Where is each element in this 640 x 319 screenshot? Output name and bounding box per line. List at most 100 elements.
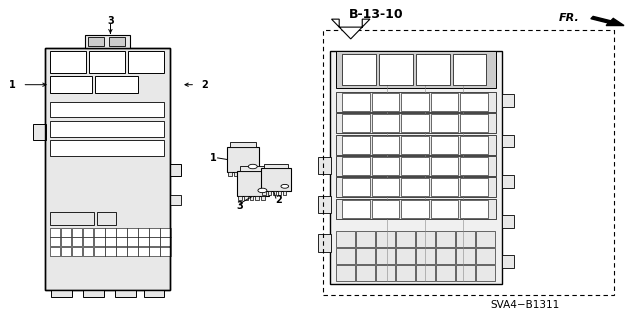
Bar <box>238 196 242 200</box>
Text: 3: 3 <box>237 201 243 211</box>
Bar <box>72 247 83 256</box>
Bar <box>342 93 370 111</box>
Bar <box>45 48 170 290</box>
Bar <box>431 157 458 175</box>
Bar <box>318 196 331 213</box>
Bar <box>342 178 370 197</box>
Bar <box>396 231 415 247</box>
Bar <box>336 51 496 88</box>
Bar <box>138 228 148 237</box>
Bar <box>72 228 83 237</box>
Bar <box>502 135 514 147</box>
Bar <box>380 54 413 85</box>
Bar <box>244 196 248 200</box>
Bar <box>396 248 415 264</box>
Bar <box>372 200 399 218</box>
Bar <box>144 290 164 297</box>
Bar <box>396 265 415 281</box>
Bar <box>372 136 399 154</box>
Bar <box>94 247 104 256</box>
Bar <box>94 228 104 237</box>
Bar <box>416 265 435 281</box>
Bar <box>336 135 496 155</box>
Bar <box>476 248 495 264</box>
Bar <box>431 114 458 132</box>
Bar <box>273 191 276 195</box>
Bar <box>401 178 429 197</box>
Bar <box>431 200 458 218</box>
Text: 1: 1 <box>210 153 216 163</box>
Bar <box>336 199 496 219</box>
Bar <box>436 248 455 264</box>
Bar <box>50 237 60 246</box>
Bar <box>61 237 72 246</box>
Bar <box>228 172 232 176</box>
Bar <box>342 200 370 218</box>
Bar <box>50 51 86 73</box>
Bar <box>336 177 496 197</box>
Bar <box>105 247 116 256</box>
Bar <box>240 172 244 176</box>
Bar <box>431 178 458 197</box>
Bar <box>372 178 399 197</box>
Bar <box>336 265 355 281</box>
Bar <box>460 157 488 175</box>
Bar <box>127 228 138 237</box>
FancyArrow shape <box>591 16 624 26</box>
Bar <box>502 94 514 107</box>
Bar <box>89 51 125 73</box>
Bar <box>460 200 488 218</box>
Bar <box>262 191 266 195</box>
Bar <box>161 247 171 256</box>
Circle shape <box>258 188 267 193</box>
Bar <box>431 136 458 154</box>
Bar <box>372 157 399 175</box>
Bar <box>50 76 92 93</box>
Bar <box>336 156 496 176</box>
Text: 3: 3 <box>107 16 114 26</box>
Bar <box>342 136 370 154</box>
Bar <box>372 114 399 132</box>
Bar <box>149 247 160 256</box>
Bar <box>502 215 514 228</box>
Bar <box>460 178 488 197</box>
Bar <box>50 247 60 256</box>
Bar <box>109 37 125 46</box>
Bar <box>246 172 250 176</box>
Bar <box>161 228 171 237</box>
Bar <box>127 237 138 246</box>
Bar <box>50 228 60 237</box>
Bar <box>72 237 83 246</box>
Bar <box>401 114 429 132</box>
Bar <box>456 248 475 264</box>
Bar <box>264 164 288 168</box>
Bar <box>161 237 171 246</box>
Bar <box>436 231 455 247</box>
Bar <box>376 248 395 264</box>
Bar <box>127 247 138 256</box>
Bar <box>116 237 127 246</box>
Bar <box>149 237 160 246</box>
Bar <box>240 166 266 171</box>
Bar <box>227 147 259 172</box>
Bar <box>476 265 495 281</box>
Bar <box>83 290 104 297</box>
Bar <box>33 124 46 140</box>
Bar <box>401 200 429 218</box>
Bar <box>51 290 72 297</box>
Bar <box>50 121 164 137</box>
Bar <box>252 172 255 176</box>
Circle shape <box>281 184 289 188</box>
Bar <box>323 30 614 295</box>
Bar <box>342 114 370 132</box>
Bar <box>416 54 450 85</box>
Bar <box>376 265 395 281</box>
Bar <box>401 157 429 175</box>
Bar <box>456 231 475 247</box>
Bar <box>330 51 502 284</box>
Bar <box>476 231 495 247</box>
Bar <box>61 247 72 256</box>
Text: FR.: FR. <box>559 12 579 23</box>
Bar <box>342 157 370 175</box>
Bar <box>261 196 265 200</box>
